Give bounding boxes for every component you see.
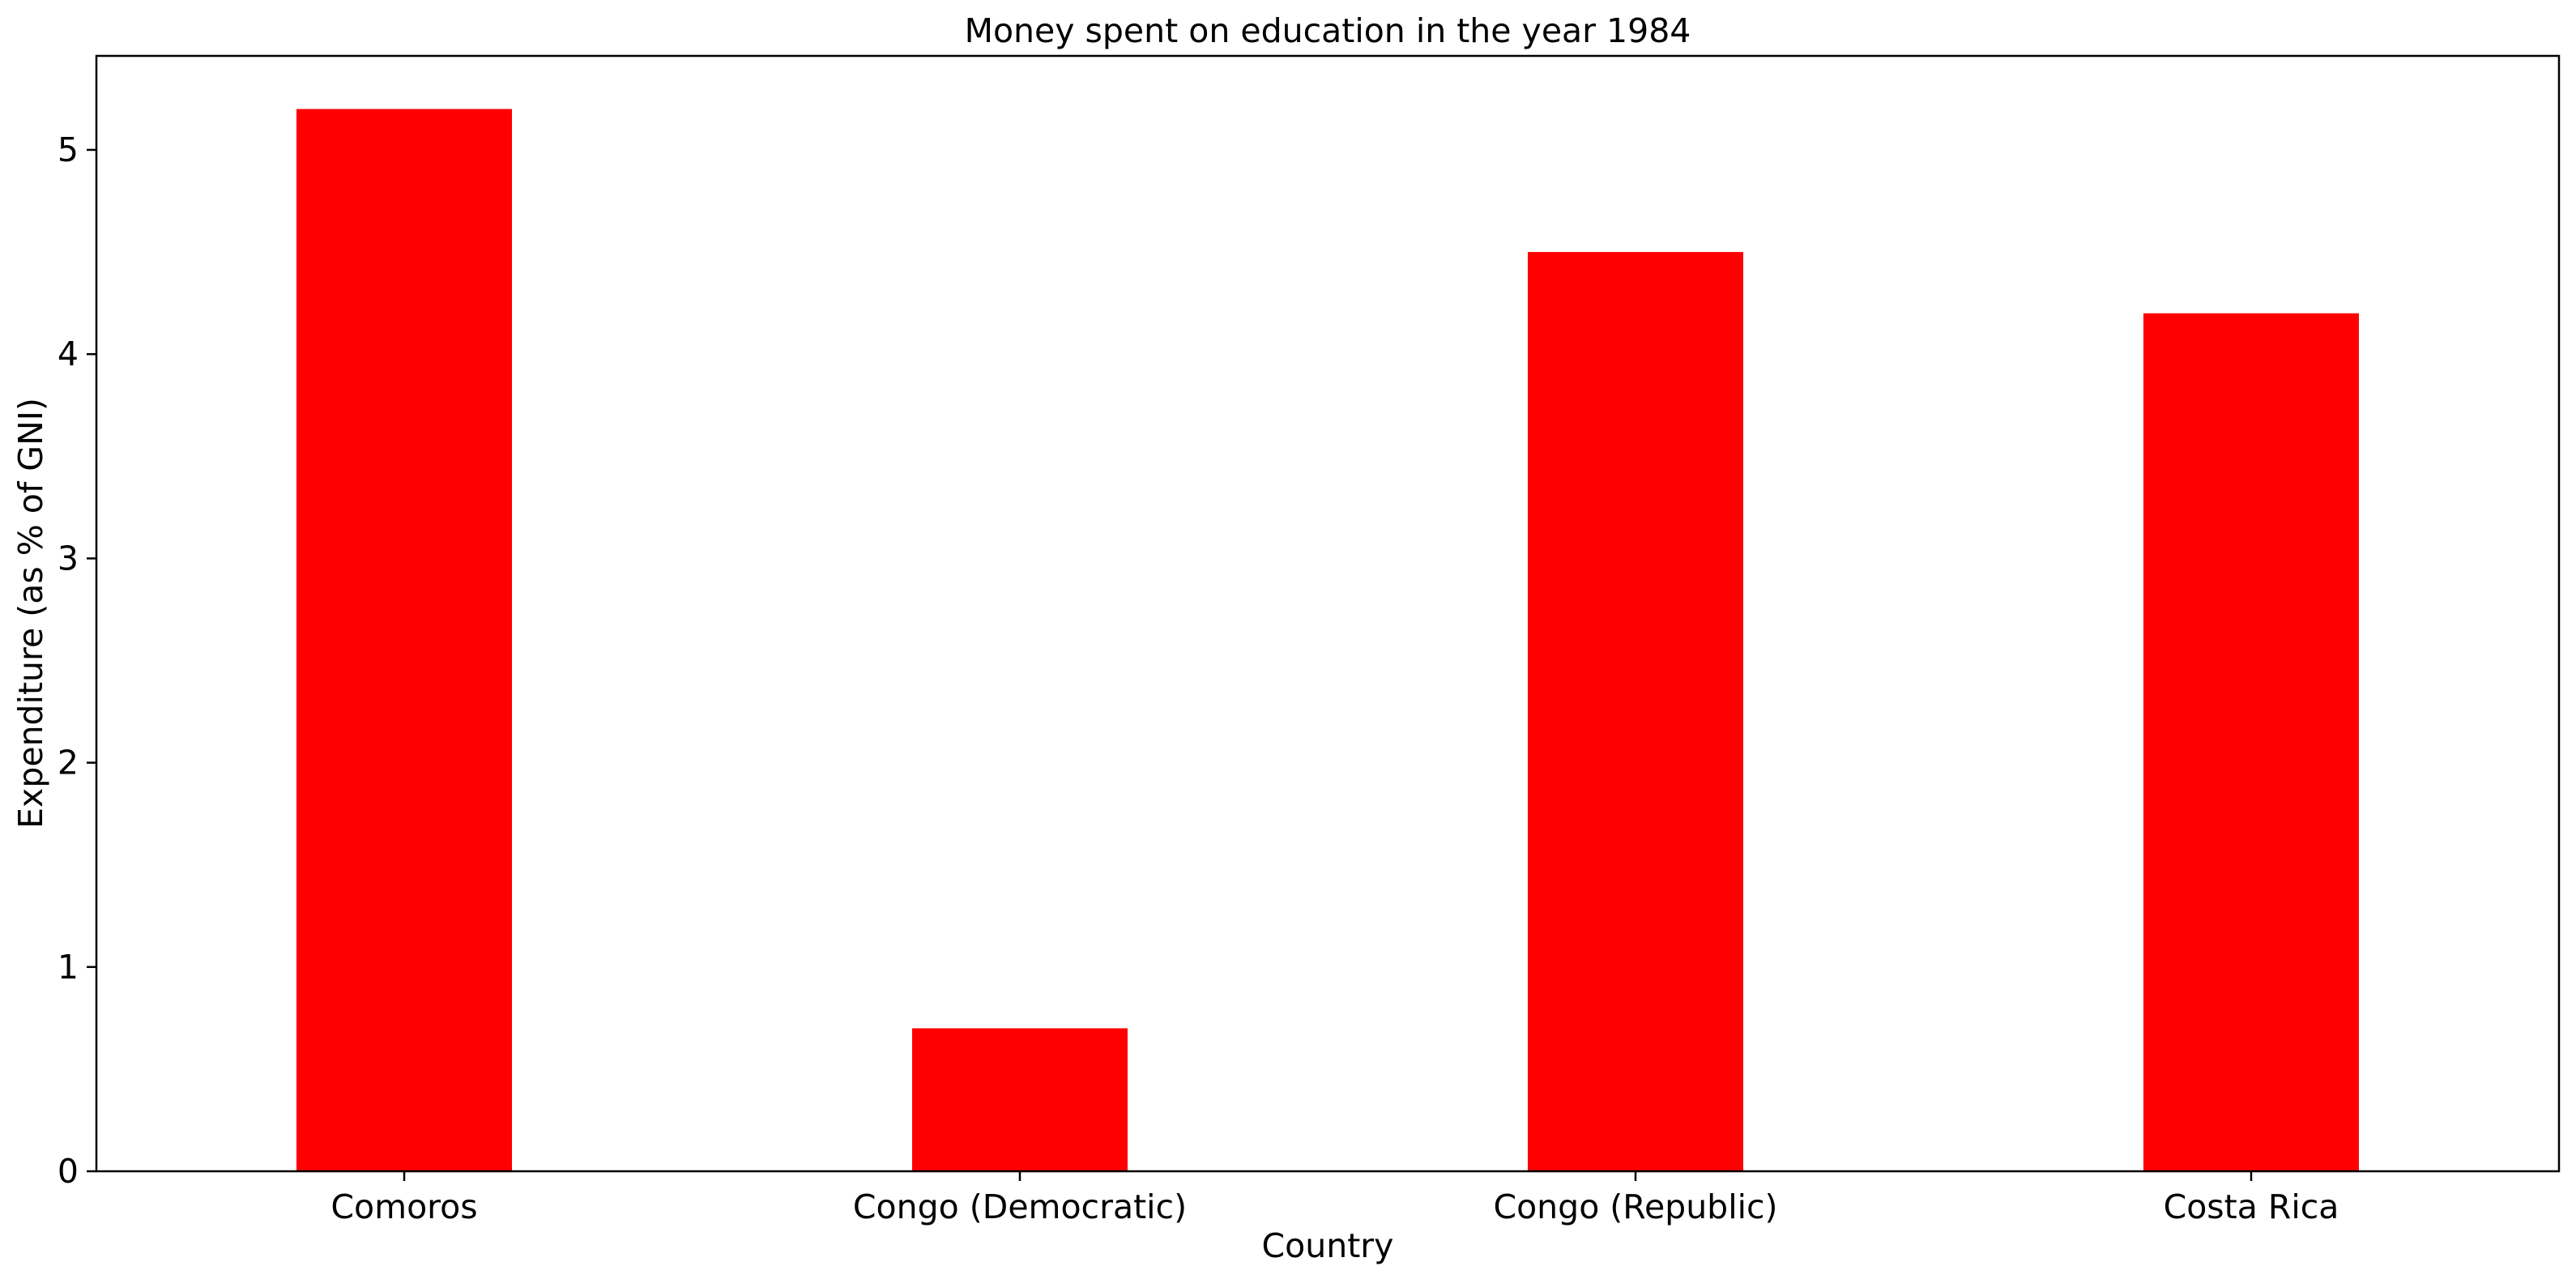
bar-congo-democratic [912,1028,1128,1171]
x-tick-label: Comoros [331,1187,477,1226]
x-tick-label: Congo (Democratic) [853,1187,1187,1226]
plot-frame [95,54,2561,1173]
y-axis: 0 1 2 3 4 5 [58,130,96,1191]
y-tick-label: 3 [58,539,79,578]
y-axis-label: Expenditure (as % of GNI) [11,398,50,829]
bar-costa-rica [2143,313,2359,1171]
y-tick-label: 5 [58,130,79,169]
x-axis: Comoros Congo (Democratic) Congo (Republic… [331,1171,2339,1226]
y-tick-label: 4 [58,335,79,373]
chart-title: Money spent on education in the year 198… [965,11,1691,50]
bars-group [296,109,2359,1172]
x-tick-label: Costa Rica [2164,1187,2339,1226]
x-axis-label: Country [1262,1226,1394,1265]
bar-congo-republic [1528,252,1743,1172]
x-tick-label: Congo (Republic) [1493,1187,1777,1226]
y-tick-label: 2 [58,744,79,782]
bar-comoros [296,109,512,1172]
y-tick-label: 1 [58,948,79,987]
y-tick-label: 0 [58,1152,79,1191]
